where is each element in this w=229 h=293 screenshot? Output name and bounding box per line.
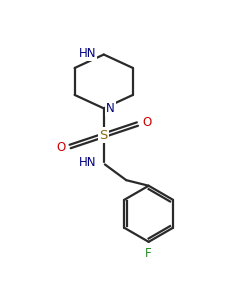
- Text: O: O: [56, 141, 65, 154]
- Text: F: F: [145, 248, 151, 260]
- Text: HN: HN: [78, 47, 95, 60]
- Text: S: S: [99, 129, 107, 142]
- Text: O: O: [141, 116, 150, 130]
- Text: HN: HN: [78, 156, 95, 169]
- Text: N: N: [106, 102, 114, 115]
